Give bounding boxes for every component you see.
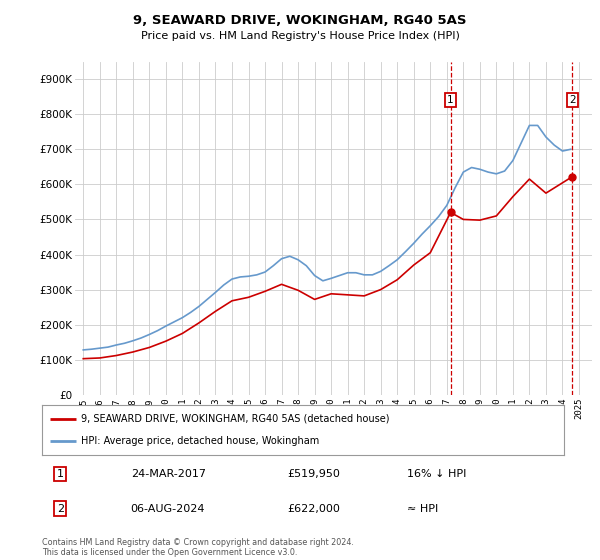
- Text: 1: 1: [447, 95, 454, 105]
- Text: Contains HM Land Registry data © Crown copyright and database right 2024.
This d: Contains HM Land Registry data © Crown c…: [42, 538, 354, 557]
- Text: 06-AUG-2024: 06-AUG-2024: [131, 504, 205, 514]
- Text: 16% ↓ HPI: 16% ↓ HPI: [407, 469, 467, 479]
- Text: HPI: Average price, detached house, Wokingham: HPI: Average price, detached house, Woki…: [81, 436, 319, 446]
- Text: ≈ HPI: ≈ HPI: [407, 504, 439, 514]
- Text: 24-MAR-2017: 24-MAR-2017: [131, 469, 206, 479]
- Text: 2: 2: [569, 95, 575, 105]
- Text: 9, SEAWARD DRIVE, WOKINGHAM, RG40 5AS: 9, SEAWARD DRIVE, WOKINGHAM, RG40 5AS: [133, 14, 467, 27]
- Text: 1: 1: [57, 469, 64, 479]
- Text: £519,950: £519,950: [287, 469, 340, 479]
- Text: 9, SEAWARD DRIVE, WOKINGHAM, RG40 5AS (detached house): 9, SEAWARD DRIVE, WOKINGHAM, RG40 5AS (d…: [81, 414, 389, 424]
- Text: Price paid vs. HM Land Registry's House Price Index (HPI): Price paid vs. HM Land Registry's House …: [140, 31, 460, 41]
- Text: 2: 2: [57, 504, 64, 514]
- Text: £622,000: £622,000: [287, 504, 340, 514]
